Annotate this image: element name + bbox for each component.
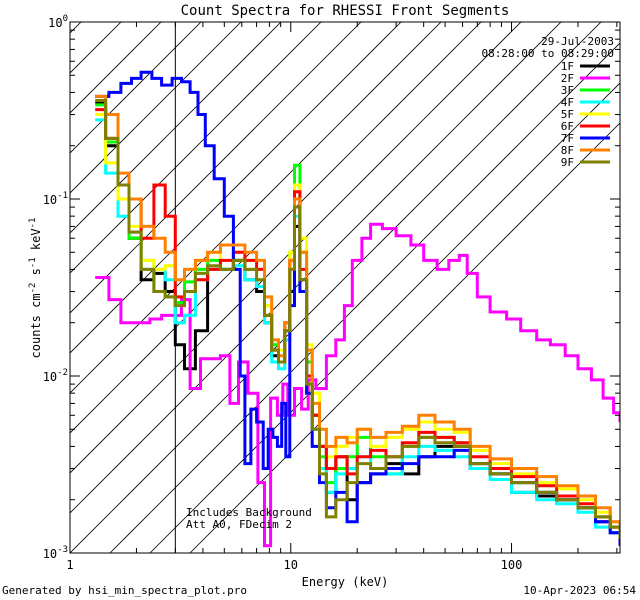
note-background: Includes Background (186, 506, 312, 519)
hatch-line (70, 22, 482, 434)
y-tick-label-exp: -3 (57, 545, 68, 555)
y-tick-label-exp: -2 (57, 368, 68, 378)
hatch-line (70, 22, 322, 274)
legend-label: 5F (561, 108, 574, 121)
hatch-line (70, 22, 282, 234)
hatch-line (70, 22, 562, 514)
y-tick-label-base: 10 (48, 16, 62, 30)
y-tick-label: 100 (48, 14, 68, 30)
hatch-line (70, 22, 442, 394)
legend-label: 9F (561, 156, 574, 169)
y-axis-label-part-2: s (29, 268, 43, 282)
timestamp-footer: 10-Apr-2023 06:54 (523, 584, 636, 597)
y-axis-label-sup-2: -1 (28, 257, 38, 268)
plot-frame (69, 21, 621, 554)
hatch-line (149, 82, 620, 553)
y-tick-label-exp: -1 (57, 191, 68, 201)
hatch-line (109, 42, 620, 553)
legend-label: 6F (561, 120, 574, 133)
x-axis-tick-labels: 1 10 100 (66, 558, 522, 572)
y-tick-label-base: 10 (43, 547, 57, 561)
hatch-line (70, 22, 162, 114)
x-axis-label: Energy (keV) (302, 575, 389, 589)
hatch-line (70, 22, 362, 314)
legend-label: 8F (561, 144, 574, 157)
legend-label: 4F (561, 96, 574, 109)
x-axis-ticks (69, 22, 618, 553)
x-tick-label: 100 (501, 558, 523, 572)
y-axis-ticks (70, 21, 620, 554)
legend-label: 3F (561, 84, 574, 97)
observation-date: 29-Jul-2003 (541, 35, 614, 48)
y-axis-label-sup-3: -1 (28, 218, 38, 229)
hatch-line (70, 22, 522, 474)
hatch-line (70, 22, 602, 553)
hatch-line (70, 22, 402, 354)
y-tick-label: 10-3 (43, 545, 68, 561)
chart-title: Count Spectra for RHESSI Front Segments (181, 3, 510, 19)
y-tick-label: 10-1 (43, 191, 68, 207)
y-axis-label-part-1: counts cm (29, 293, 43, 358)
legend-label: 7F (561, 132, 574, 145)
y-tick-label-base: 10 (43, 193, 57, 207)
series-line-2f (95, 222, 620, 548)
hatch-line (70, 22, 202, 154)
observation-time-range: 08:28:00 to 08:29:00 (482, 47, 614, 60)
y-axis-label-part-3: keV (29, 228, 43, 257)
legend-label: 2F (561, 72, 574, 85)
y-axis-label-sup-1: -2 (28, 283, 38, 294)
hatch-line (70, 22, 242, 194)
y-axis-label: counts cm-2 s-1 keV-1 (28, 218, 43, 359)
y-tick-label-exp: 0 (63, 14, 68, 24)
series-line-9f (95, 99, 620, 539)
series-layer (95, 70, 620, 548)
y-tick-label: 10-2 (43, 368, 68, 384)
y-tick-label-base: 10 (43, 370, 57, 384)
legend-label: 1F (561, 60, 574, 73)
generated-by-footer: Generated by hsi_min_spectra_plot.pro (2, 584, 247, 597)
x-tick-label: 10 (284, 558, 298, 572)
note-attenuator: Att A0, FDecim 2 (186, 518, 292, 531)
x-tick-label: 1 (66, 558, 73, 572)
